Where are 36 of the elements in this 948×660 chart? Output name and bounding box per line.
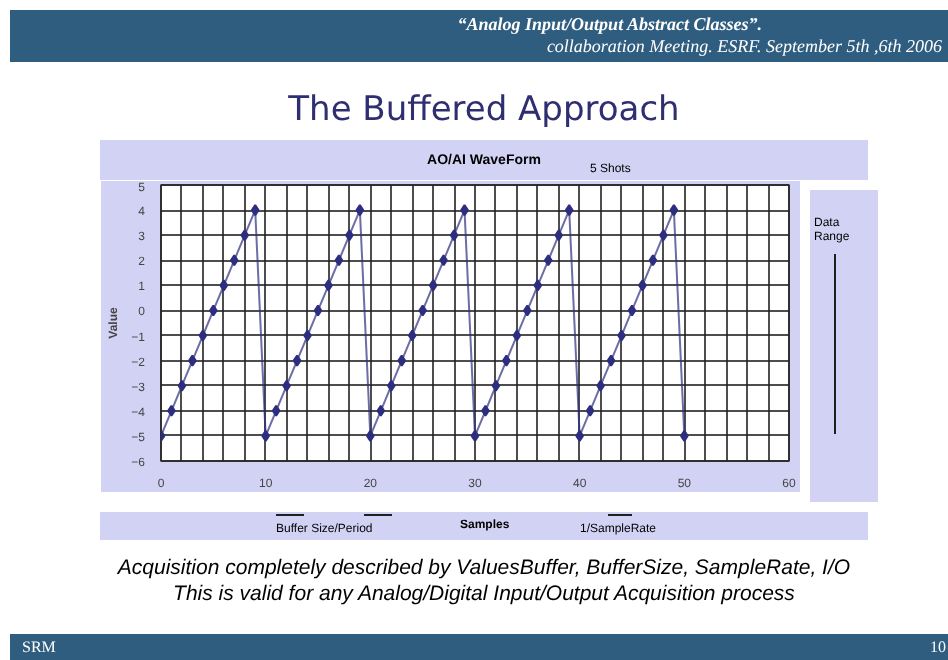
text: This is valid for any Analog/Digital Input/Output Acquisition process bbox=[171, 582, 797, 608]
point bbox=[564, 204, 574, 217]
point bbox=[219, 279, 229, 292]
text: 10 bbox=[930, 636, 946, 659]
point bbox=[470, 429, 480, 442]
text: “Analog Input/Output Abstract Classes”. bbox=[457, 14, 764, 36]
point bbox=[386, 379, 396, 392]
point bbox=[250, 204, 260, 217]
chart-title: The Buffered Approach bbox=[288, 88, 680, 134]
text: SRM bbox=[22, 636, 56, 659]
point bbox=[428, 279, 438, 292]
point bbox=[512, 329, 522, 342]
point bbox=[585, 404, 595, 417]
point bbox=[313, 304, 323, 317]
point bbox=[177, 379, 187, 392]
point bbox=[554, 229, 564, 242]
point bbox=[491, 379, 501, 392]
point bbox=[198, 329, 208, 342]
point bbox=[606, 354, 616, 367]
point bbox=[397, 354, 407, 367]
point bbox=[669, 204, 679, 217]
point bbox=[407, 329, 417, 342]
point bbox=[355, 204, 365, 217]
text: Acquisition completely described by ValuesBuffer, BufferSize, SampleRate, I/O bbox=[117, 556, 851, 582]
point bbox=[533, 279, 543, 292]
point bbox=[627, 304, 637, 317]
point bbox=[229, 254, 239, 267]
point bbox=[543, 254, 553, 267]
point bbox=[240, 229, 250, 242]
point bbox=[648, 254, 658, 267]
point bbox=[292, 354, 302, 367]
point bbox=[449, 229, 459, 242]
text: collaboration Meeting. ESRF. September 5th ,6th 2006 bbox=[544, 36, 942, 58]
point bbox=[334, 254, 344, 267]
point bbox=[376, 404, 386, 417]
point bbox=[271, 404, 281, 417]
